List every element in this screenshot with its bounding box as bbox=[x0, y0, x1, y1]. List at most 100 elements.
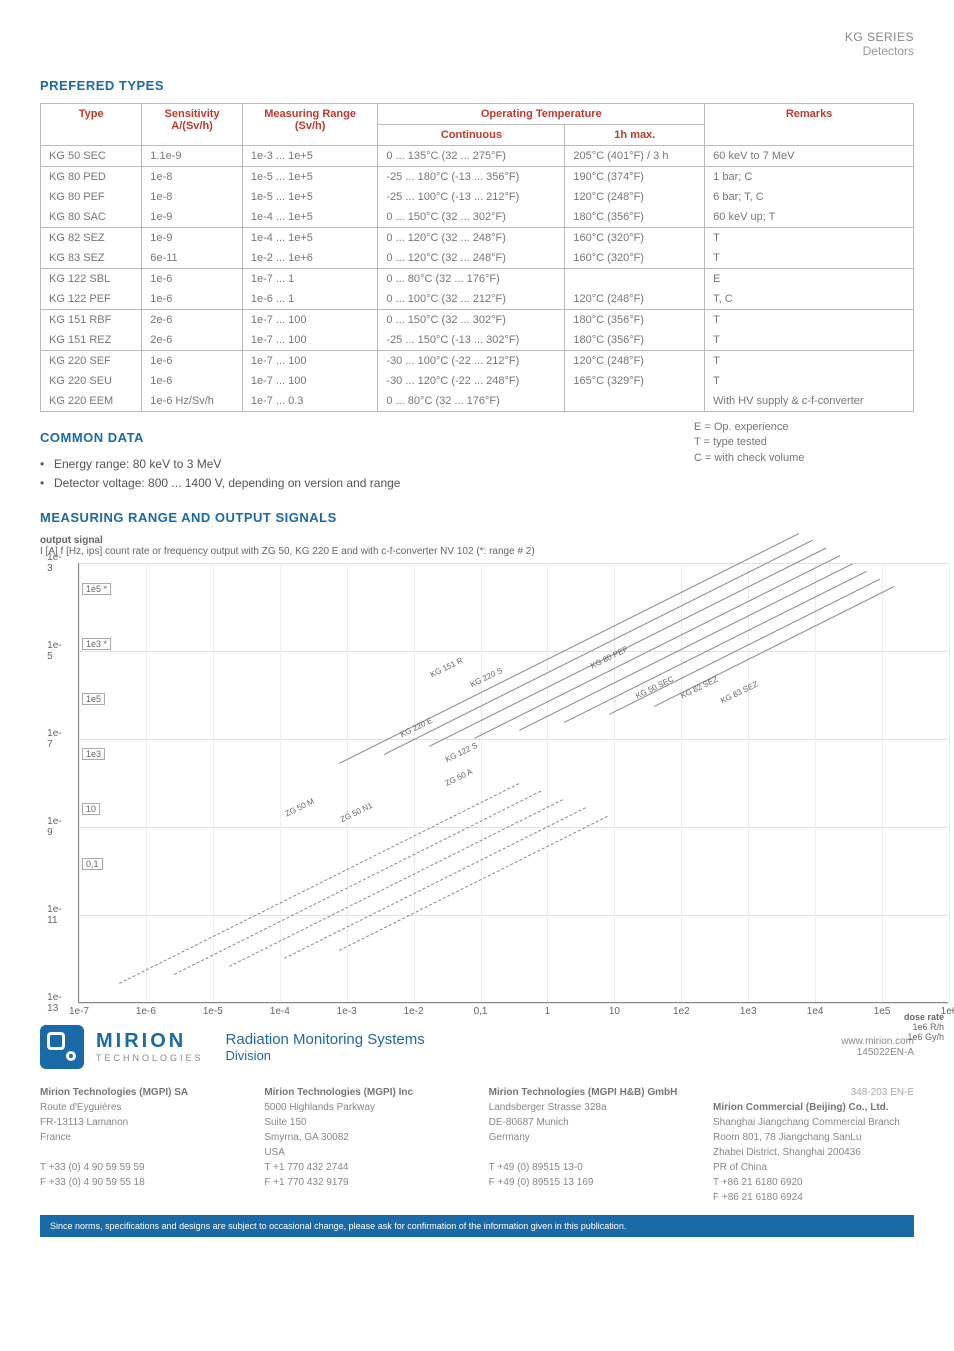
table-cell: KG 122 SBL bbox=[41, 269, 142, 290]
rms-block: Radiation Monitoring Systems Division bbox=[216, 1031, 425, 1063]
table-cell: 1e-7 ... 100 bbox=[242, 310, 378, 331]
table-cell: T bbox=[705, 310, 914, 331]
table-cell bbox=[565, 269, 705, 290]
table-cell: KG 80 PEF bbox=[41, 187, 142, 207]
table-cell: KG 151 RBF bbox=[41, 310, 142, 331]
x-tick-label: 1e3 bbox=[740, 1006, 757, 1017]
series-tag: KG 220 S bbox=[469, 665, 504, 688]
th-sens-text: Sensitivity bbox=[165, 108, 220, 120]
table-cell: 1e-6 bbox=[142, 371, 243, 391]
inner-y-mark: 1e3 bbox=[82, 748, 105, 760]
table-cell: 1e-4 ... 1e+5 bbox=[242, 228, 378, 249]
table-row: KG 151 RBF2e-61e-7 ... 1000 ... 150°C (3… bbox=[41, 310, 914, 331]
series-tag: ZG 50 N1 bbox=[339, 800, 374, 823]
footer-logo-row: MIRION TECHNOLOGIES Radiation Monitoring… bbox=[40, 1025, 914, 1069]
chart-line bbox=[174, 791, 541, 975]
x-tick-label: 1e-3 bbox=[337, 1006, 357, 1017]
site-code: 145022EN-A bbox=[841, 1047, 914, 1058]
spec-tbody: KG 50 SEC1.1e-91e-3 ... 1e+50 ... 135°C … bbox=[41, 146, 914, 412]
address-column: Mirion Technologies (MGPI) Inc5000 Highl… bbox=[264, 1085, 465, 1205]
table-cell: T bbox=[705, 371, 914, 391]
legend-e: E = Op. experience bbox=[694, 420, 914, 435]
table-cell: 0 ... 150°C (32 ... 302°F) bbox=[378, 207, 565, 228]
table-cell: T bbox=[705, 228, 914, 249]
table-cell: 1e-6 ... 1 bbox=[242, 289, 378, 310]
table-cell: 1 bar; C bbox=[705, 167, 914, 188]
x-tick-label: 0,1 bbox=[474, 1006, 488, 1017]
table-cell: 6 bar; T, C bbox=[705, 187, 914, 207]
chart-line bbox=[119, 783, 519, 984]
x-tick-label: 1e-5 bbox=[203, 1006, 223, 1017]
table-cell: 1e-9 bbox=[142, 228, 243, 249]
table-cell: 1e-6 bbox=[142, 269, 243, 290]
table-cell: T bbox=[705, 351, 914, 372]
th-range: Measuring Range (Sv/h) bbox=[242, 104, 378, 146]
y-tick-label: 1e-3 bbox=[47, 552, 61, 574]
table-cell bbox=[565, 391, 705, 412]
series-tag: KG 82 SEZ bbox=[679, 674, 719, 700]
series-sub: Detectors bbox=[40, 44, 914, 58]
table-cell: 1e-9 bbox=[142, 207, 243, 228]
brand-sub: TECHNOLOGIES bbox=[96, 1053, 204, 1063]
table-cell: KG 220 EEM bbox=[41, 391, 142, 412]
series-tag: KG 83 SEZ bbox=[719, 679, 759, 705]
x-tick-label: 1e2 bbox=[673, 1006, 690, 1017]
x-tick-label: 1e4 bbox=[807, 1006, 824, 1017]
th-hmax: 1h max. bbox=[565, 125, 705, 146]
table-row: KG 220 EEM1e-6 Hz/Sv/h1e-7 ... 0.30 ... … bbox=[41, 391, 914, 412]
address-column: Mirion Technologies (MGPI) SARoute d'Eyg… bbox=[40, 1085, 241, 1205]
table-cell: 0 ... 120°C (32 ... 248°F) bbox=[378, 248, 565, 269]
table-cell: 120°C (248°F) bbox=[565, 351, 705, 372]
table-cell: KG 220 SEF bbox=[41, 351, 142, 372]
chart-area: 1e-131e-111e-91e-71e-51e-31e-71e-61e-51e… bbox=[78, 563, 948, 1003]
rms-title: Radiation Monitoring Systems bbox=[226, 1031, 425, 1048]
table-cell: 0 ... 135°C (32 ... 275°F) bbox=[378, 146, 565, 167]
x-tick-label: 1e-2 bbox=[404, 1006, 424, 1017]
legend-t: T = type tested bbox=[694, 435, 914, 450]
th-type: Type bbox=[41, 104, 142, 146]
series-tag: ZG 50 M bbox=[284, 796, 316, 818]
table-cell: 120°C (248°F) bbox=[565, 289, 705, 310]
mirion-logo-icon bbox=[40, 1025, 84, 1069]
x-tick-label: 10 bbox=[609, 1006, 620, 1017]
table-row: KG 80 SAC1e-91e-4 ... 1e+50 ... 150°C (3… bbox=[41, 207, 914, 228]
logo-text: MIRION TECHNOLOGIES bbox=[96, 1030, 204, 1063]
table-cell: 180°C (356°F) bbox=[565, 207, 705, 228]
series-tag: KG 122 S bbox=[444, 740, 479, 763]
table-cell: 0 ... 120°C (32 ... 248°F) bbox=[378, 228, 565, 249]
table-cell: KG 83 SEZ bbox=[41, 248, 142, 269]
inner-y-mark: 1e5 bbox=[82, 693, 105, 705]
table-row: KG 83 SEZ6e-111e-2 ... 1e+60 ... 120°C (… bbox=[41, 248, 914, 269]
table-cell: 180°C (356°F) bbox=[565, 330, 705, 351]
y-tick-label: 1e-7 bbox=[47, 728, 61, 750]
inner-y-mark: 0,1 bbox=[82, 858, 103, 870]
table-cell: T bbox=[705, 330, 914, 351]
series-tag: ZG 50 A bbox=[444, 767, 474, 788]
table-cell: KG 151 REZ bbox=[41, 330, 142, 351]
table-cell: 6e-11 bbox=[142, 248, 243, 269]
addr-title: Mirion Technologies (MGPI) Inc bbox=[264, 1087, 413, 1098]
y-tick-label: 1e-13 bbox=[47, 992, 61, 1014]
table-cell: 0 ... 150°C (32 ... 302°F) bbox=[378, 310, 565, 331]
th-sens: Sensitivity A/(Sv/h) bbox=[142, 104, 243, 146]
chart-title: output signal bbox=[40, 535, 103, 546]
dose-rate-label: dose rate1e6 R/h1e6 Gy/h bbox=[904, 1012, 944, 1042]
disclaimer-bar: Since norms, specifications and designs … bbox=[40, 1215, 914, 1237]
bullet-item: Energy range: 80 keV to 3 MeV bbox=[40, 455, 914, 474]
table-cell: T, C bbox=[705, 289, 914, 310]
th-optemp: Operating Temperature bbox=[378, 104, 705, 125]
table-row: KG 82 SEZ1e-91e-4 ... 1e+50 ... 120°C (3… bbox=[41, 228, 914, 249]
table-row: KG 50 SEC1.1e-91e-3 ... 1e+50 ... 135°C … bbox=[41, 146, 914, 167]
table-cell: -25 ... 150°C (-13 ... 302°F) bbox=[378, 330, 565, 351]
th-sens-sub: A/(Sv/h) bbox=[171, 120, 213, 132]
th-cont: Continuous bbox=[378, 125, 565, 146]
th-type-text: Type bbox=[79, 108, 104, 120]
addr-title: Mirion Technologies (MGPI H&B) GmbH bbox=[489, 1087, 678, 1098]
table-cell: KG 80 SAC bbox=[41, 207, 142, 228]
table-cell: 1e-7 ... 1 bbox=[242, 269, 378, 290]
table-cell: 60 keV up; T bbox=[705, 207, 914, 228]
table-cell: 0 ... 80°C (32 ... 176°F) bbox=[378, 391, 565, 412]
x-tick-label: 1e-4 bbox=[270, 1006, 290, 1017]
series-tag: KG 220 E bbox=[399, 715, 434, 738]
table-cell: 1e-6 bbox=[142, 289, 243, 310]
